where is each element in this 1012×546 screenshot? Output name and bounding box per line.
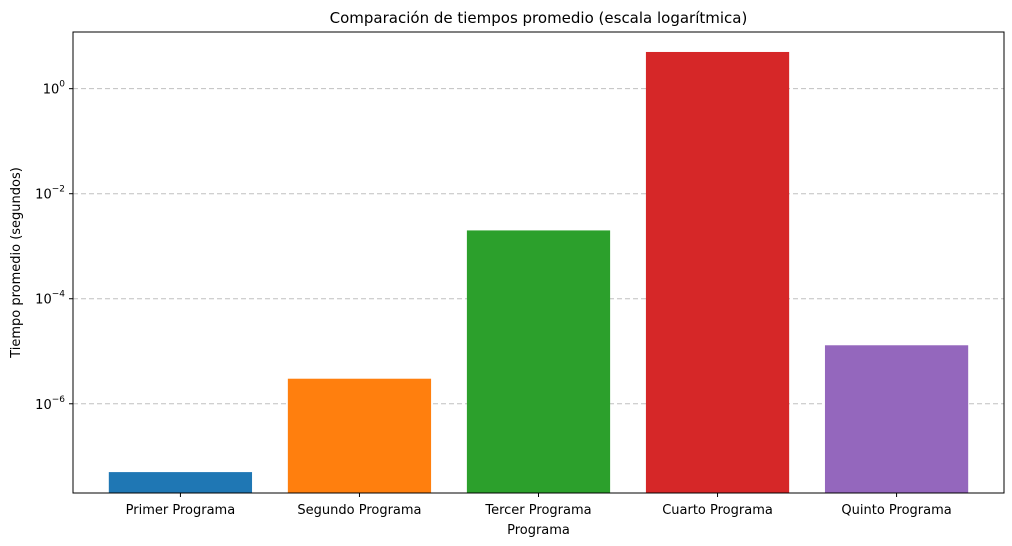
bar xyxy=(287,378,432,493)
y-axis-label: Tiempo promedio (segundos) xyxy=(9,167,24,359)
bar xyxy=(824,345,969,493)
y-tick-label: 10−6 xyxy=(35,395,65,413)
x-tick-label: Cuarto Programa xyxy=(662,503,773,518)
x-axis-label: Programa xyxy=(507,523,570,538)
x-axis-ticks: Primer Programa Segundo Programa Tercer Pr… xyxy=(126,493,952,518)
x-tick-label: Quinto Programa xyxy=(841,503,951,518)
y-tick-label: 100 xyxy=(43,80,66,98)
bar xyxy=(645,51,790,493)
y-tick-label: 10−4 xyxy=(35,290,65,308)
y-tick-label: 10−2 xyxy=(35,185,65,203)
x-tick-label: Tercer Programa xyxy=(484,503,591,518)
bar xyxy=(466,230,611,493)
bar xyxy=(108,472,253,493)
y-axis-ticks: 100 10−2 10−4 10−6 xyxy=(35,80,73,413)
bars xyxy=(108,51,969,493)
x-tick-label: Primer Programa xyxy=(126,503,236,518)
chart-title: Comparación de tiempos promedio (escala … xyxy=(330,9,748,27)
x-tick-label: Segundo Programa xyxy=(297,503,421,518)
